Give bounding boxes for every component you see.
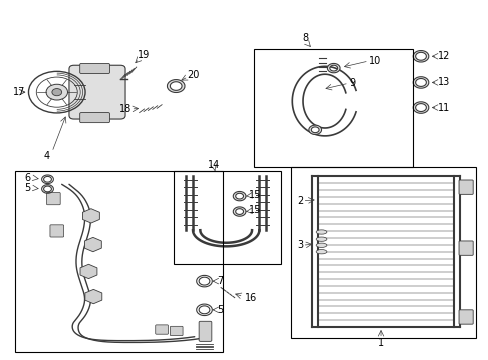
FancyBboxPatch shape — [80, 113, 109, 123]
Text: 5: 5 — [217, 305, 224, 315]
Text: 3: 3 — [296, 240, 303, 250]
Bar — [173, 171, 281, 264]
Text: 15: 15 — [249, 206, 261, 216]
FancyBboxPatch shape — [170, 326, 183, 336]
Circle shape — [46, 84, 67, 100]
Text: 19: 19 — [138, 50, 150, 60]
FancyBboxPatch shape — [156, 325, 168, 334]
FancyBboxPatch shape — [80, 63, 109, 73]
Ellipse shape — [316, 243, 326, 247]
Bar — [254, 49, 412, 167]
Ellipse shape — [316, 237, 326, 241]
Bar — [15, 171, 222, 352]
Text: 12: 12 — [437, 51, 449, 61]
FancyBboxPatch shape — [50, 225, 63, 237]
Text: 14: 14 — [208, 160, 220, 170]
Text: 20: 20 — [187, 70, 200, 80]
Text: 2: 2 — [296, 196, 303, 206]
FancyBboxPatch shape — [458, 310, 472, 324]
Text: 15: 15 — [249, 190, 261, 200]
Text: 8: 8 — [302, 33, 308, 43]
Text: 7: 7 — [217, 276, 224, 286]
Text: 1: 1 — [377, 338, 383, 348]
Text: 18: 18 — [119, 104, 131, 114]
FancyBboxPatch shape — [199, 321, 211, 341]
Text: 9: 9 — [348, 78, 355, 88]
Text: 17: 17 — [13, 87, 25, 97]
Circle shape — [52, 89, 61, 96]
FancyBboxPatch shape — [46, 193, 60, 205]
FancyBboxPatch shape — [458, 180, 472, 194]
Text: 4: 4 — [44, 151, 50, 161]
Text: 16: 16 — [244, 293, 256, 303]
Ellipse shape — [316, 249, 326, 254]
Ellipse shape — [316, 230, 326, 234]
Text: 10: 10 — [368, 56, 380, 66]
FancyBboxPatch shape — [69, 65, 125, 119]
Text: 11: 11 — [437, 103, 449, 113]
Text: 6: 6 — [24, 173, 30, 183]
Text: 5: 5 — [24, 183, 30, 193]
FancyBboxPatch shape — [458, 241, 472, 255]
Bar — [290, 167, 475, 338]
Text: 13: 13 — [437, 77, 449, 87]
